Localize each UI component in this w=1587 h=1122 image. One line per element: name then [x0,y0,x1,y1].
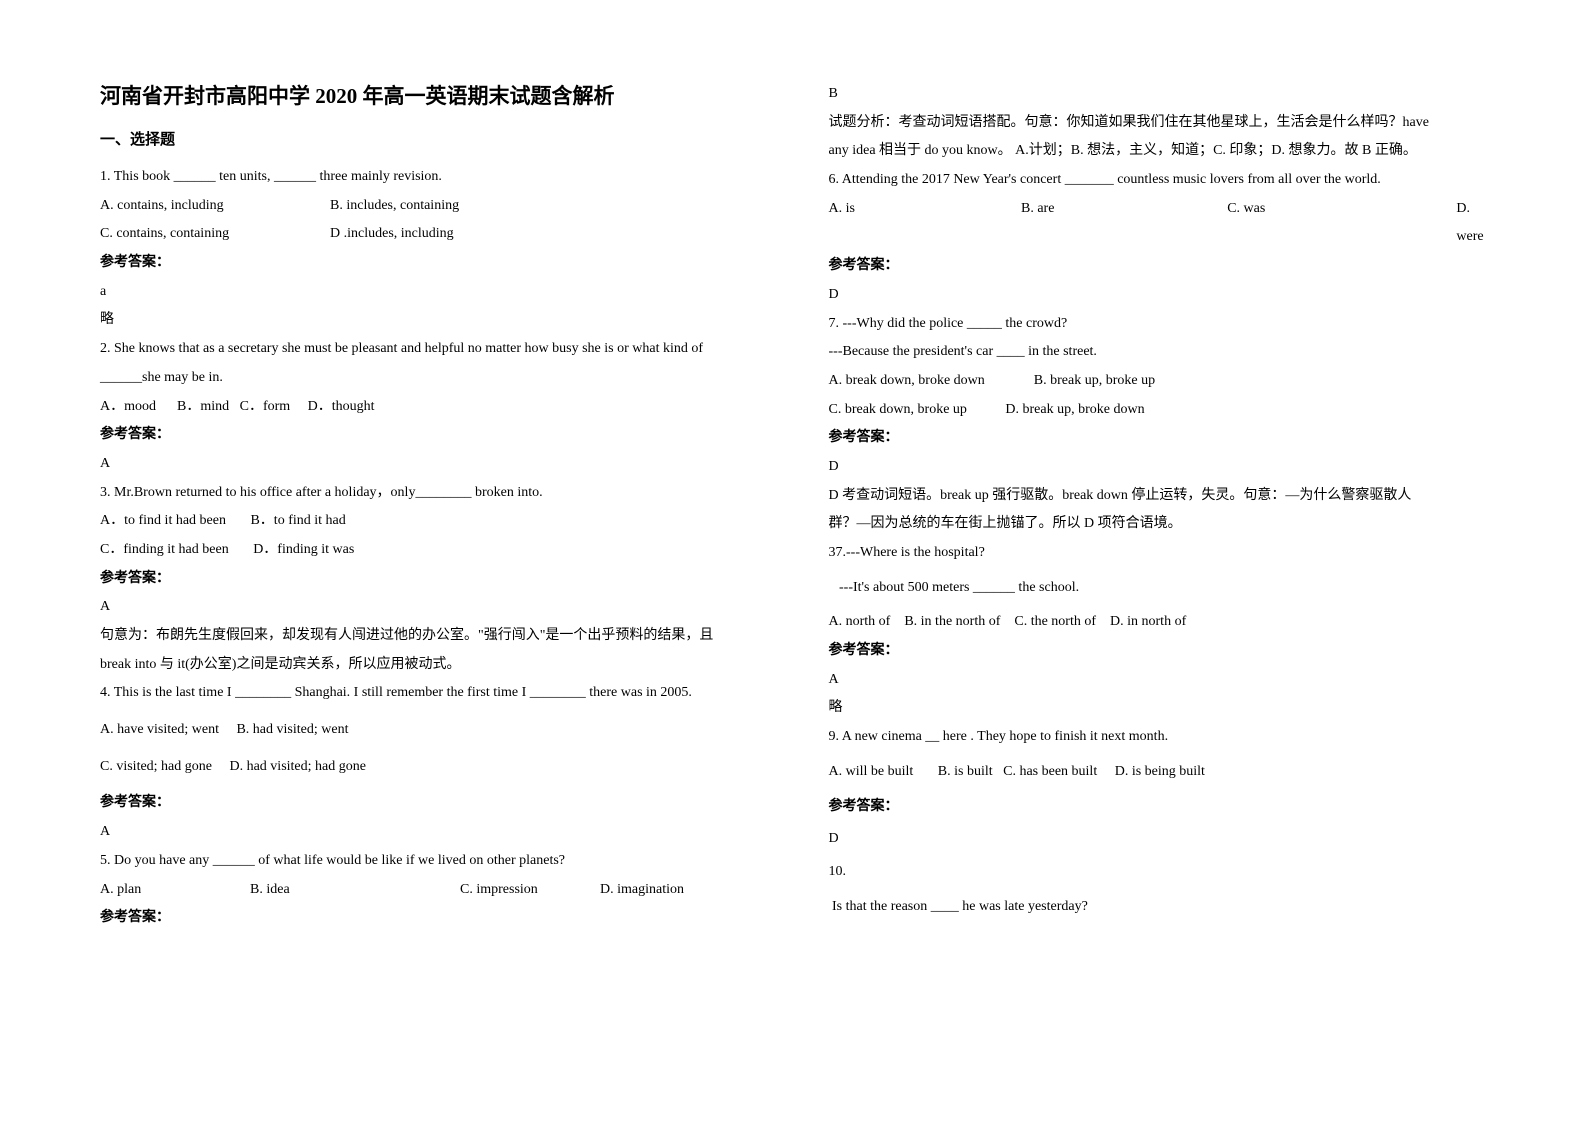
right-column: B 试题分析：考查动词短语搭配。句意：你知道如果我们住在其他星球上，生活会是什么… [829,80,1498,933]
q1-optA: A. contains, including [100,192,330,221]
q9-stem: 9. A new cinema __ here . They hope to f… [829,723,1498,752]
q7-stem2: ---Because the president's car ____ in t… [829,338,1498,367]
q6-optD: D. were [1456,195,1497,252]
q4-opts1: A. have visited; went B. had visited; we… [100,716,769,745]
q8-stem1: 37.---Where is the hospital? [829,539,1498,568]
q7-stem1: 7. ---Why did the police _____ the crowd… [829,310,1498,339]
q3-exp2: break into 与 it(办公室)之间是动宾关系，所以应用被动式。 [100,651,769,680]
q2-answer-label: 参考答案： [100,421,769,450]
left-column: 河南省开封市高阳中学 2020 年高一英语期末试题含解析 一、选择题 1. Th… [100,80,769,933]
q6-optA: A. is [829,195,1021,252]
q1-stem: 1. This book ______ ten units, ______ th… [100,163,769,192]
q6-opts: A. is B. are C. was D. were [829,195,1498,252]
q5-stem: 5. Do you have any ______ of what life w… [100,847,769,876]
q3-stem: 3. Mr.Brown returned to his office after… [100,479,769,508]
q5-optB: B. idea [250,876,460,905]
q9-opts: A. will be built B. is built C. has been… [829,758,1498,787]
q10-stem1: 10. [829,858,1498,887]
document-title: 河南省开封市高阳中学 2020 年高一英语期末试题含解析 [100,80,769,110]
q7-opts1: A. break down, broke down B. break up, b… [829,367,1498,396]
q5-exp1: 试题分析：考查动词短语搭配。句意：你知道如果我们住在其他星球上，生活会是什么样吗… [829,109,1498,138]
q3-answer-label: 参考答案： [100,565,769,594]
q5-optA: A. plan [100,876,250,905]
q9-answer-label: 参考答案： [829,793,1498,822]
q5-opts: A. plan B. idea C. impression D. imagina… [100,876,769,905]
q4-stem: 4. This is the last time I ________ Shan… [100,679,769,708]
q9-answer: D [829,825,1498,854]
q8-answer: A [829,666,1498,695]
q10-stem2: Is that the reason ____ he was late yest… [829,893,1498,922]
q4-answer-label: 参考答案： [100,789,769,818]
q1-opts-row2: C. contains, containing D .includes, inc… [100,220,769,249]
q1-answer: a [100,278,769,307]
q7-answer: D [829,453,1498,482]
q3-opts2: C．finding it had been D．finding it was [100,536,769,565]
q8-stem2: ---It's about 500 meters ______ the scho… [829,574,1498,603]
q3-exp1: 句意为：布朗先生度假回来，却发现有人闯进过他的办公室。"强行闯入"是一个出乎预料… [100,622,769,651]
q6-answer-label: 参考答案： [829,252,1498,281]
section-1-header: 一、选择题 [100,128,769,149]
q5-exp2: any idea 相当于 do you know。 A.计划；B. 想法，主义，… [829,137,1498,166]
q3-answer: A [100,593,769,622]
q1-optB: B. includes, containing [330,192,459,221]
q7-exp1: D 考查动词短语。break up 强行驱散。break down 停止运转，失… [829,482,1498,511]
q2-stem1: 2. She knows that as a secretary she mus… [100,335,769,364]
q2-stem2: ______she may be in. [100,364,769,393]
q1-optD: D .includes, including [330,220,454,249]
q1-optC: C. contains, containing [100,220,330,249]
q6-stem: 6. Attending the 2017 New Year's concert… [829,166,1498,195]
q6-answer: D [829,281,1498,310]
q4-opts2: C. visited; had gone D. had visited; had… [100,753,769,782]
q1-lue: 略 [100,306,769,335]
q5-answer-label: 参考答案： [100,904,769,933]
q8-opts: A. north of B. in the north of C. the no… [829,608,1498,637]
q3-opts1: A．to find it had been B．to find it had [100,507,769,536]
q2-opts: A．mood B．mind C．form D．thought [100,393,769,422]
q5-optC: C. impression [460,876,600,905]
q7-exp2: 群？—因为总统的车在街上抛锚了。所以 D 项符合语境。 [829,510,1498,539]
q7-opts2: C. break down, broke up D. break up, bro… [829,396,1498,425]
q5-optD: D. imagination [600,876,684,905]
q7-answer-label: 参考答案： [829,424,1498,453]
q8-answer-label: 参考答案： [829,637,1498,666]
q5-answer: B [829,80,1498,109]
q2-answer: A [100,450,769,479]
q6-optB: B. are [1021,195,1227,252]
q8-lue: 略 [829,694,1498,723]
q1-opts-row1: A. contains, including B. includes, cont… [100,192,769,221]
q4-answer: A [100,818,769,847]
q6-optC: C. was [1227,195,1456,252]
q1-answer-label: 参考答案： [100,249,769,278]
